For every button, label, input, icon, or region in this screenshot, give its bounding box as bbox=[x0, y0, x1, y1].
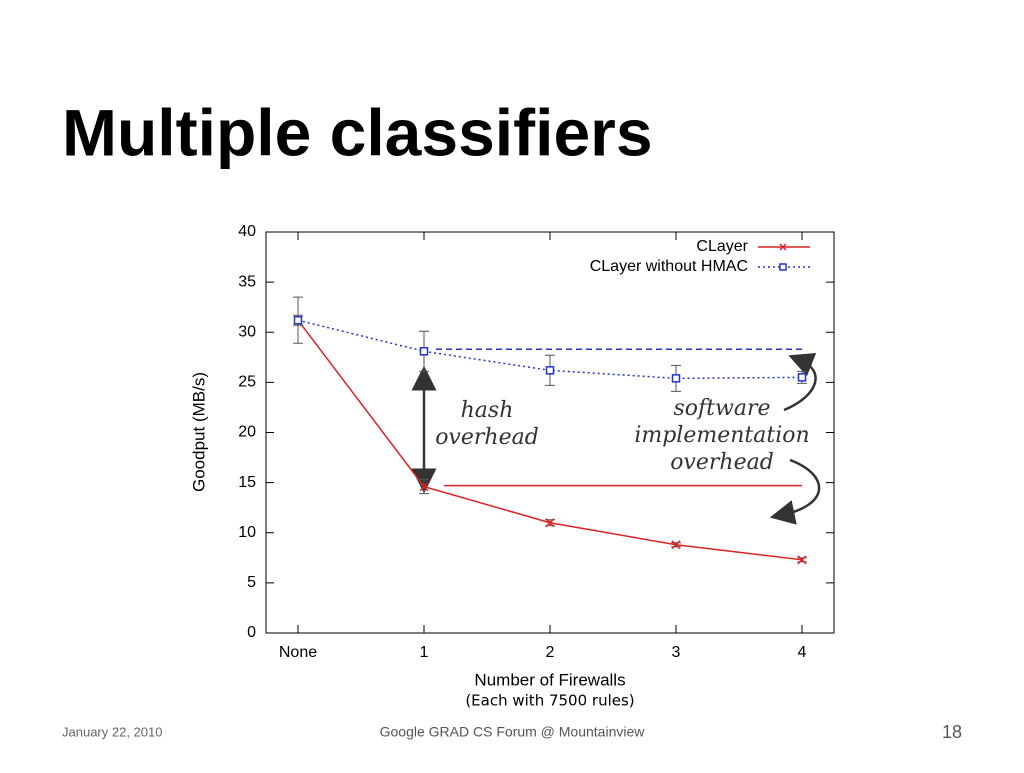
y-axis-label: Goodput (MB/s) bbox=[189, 372, 208, 492]
y-tick-label: 5 bbox=[247, 574, 256, 591]
y-tick-label: 40 bbox=[238, 223, 256, 240]
marker bbox=[797, 555, 807, 565]
annotation: software bbox=[673, 396, 770, 421]
annotation: hash bbox=[461, 398, 514, 423]
marker bbox=[671, 374, 681, 383]
series-line bbox=[297, 319, 803, 380]
annotation: overhead bbox=[435, 425, 539, 450]
slide-title: Multiple classifiers bbox=[62, 95, 653, 169]
y-tick-label: 25 bbox=[238, 374, 256, 391]
x-tick-label: None bbox=[279, 644, 317, 661]
y-tick-label: 20 bbox=[238, 424, 256, 441]
legend-marker bbox=[779, 243, 787, 251]
x-tick-label: 2 bbox=[546, 644, 555, 661]
marker bbox=[545, 366, 555, 375]
marker bbox=[797, 373, 807, 382]
marker bbox=[293, 315, 303, 325]
footer-date: January 22, 2010 bbox=[62, 724, 162, 739]
legend-label: CLayer bbox=[696, 238, 748, 255]
footer-venue: Google GRAD CS Forum @ Mountainview bbox=[380, 724, 646, 740]
x-tick-label: 4 bbox=[798, 644, 807, 661]
marker bbox=[419, 482, 429, 492]
page-number: 18 bbox=[942, 722, 962, 742]
y-tick-label: 35 bbox=[238, 273, 256, 290]
legend-marker bbox=[779, 263, 787, 271]
y-tick-label: 0 bbox=[247, 624, 256, 641]
y-tick-label: 15 bbox=[238, 474, 256, 491]
x-tick-label: 1 bbox=[420, 644, 429, 661]
marker bbox=[545, 518, 555, 528]
y-tick-label: 10 bbox=[238, 524, 256, 541]
marker bbox=[419, 347, 429, 356]
x-tick-label: 3 bbox=[672, 644, 681, 661]
x-axis-note: (Each with 7500 rules) bbox=[465, 692, 634, 710]
marker bbox=[671, 540, 681, 550]
software-arrow-up bbox=[783, 353, 817, 412]
legend-label: CLayer without HMAC bbox=[590, 258, 748, 275]
x-axis-label: Number of Firewalls bbox=[474, 670, 625, 689]
annotation: implementation bbox=[634, 423, 809, 448]
y-tick-label: 30 bbox=[238, 323, 256, 340]
software-arrow-down bbox=[769, 458, 821, 525]
annotation: overhead bbox=[670, 450, 774, 475]
